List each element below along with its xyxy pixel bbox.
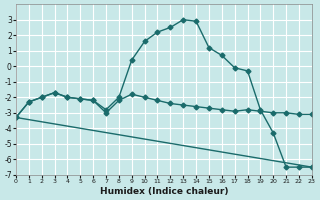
X-axis label: Humidex (Indice chaleur): Humidex (Indice chaleur)	[100, 187, 228, 196]
